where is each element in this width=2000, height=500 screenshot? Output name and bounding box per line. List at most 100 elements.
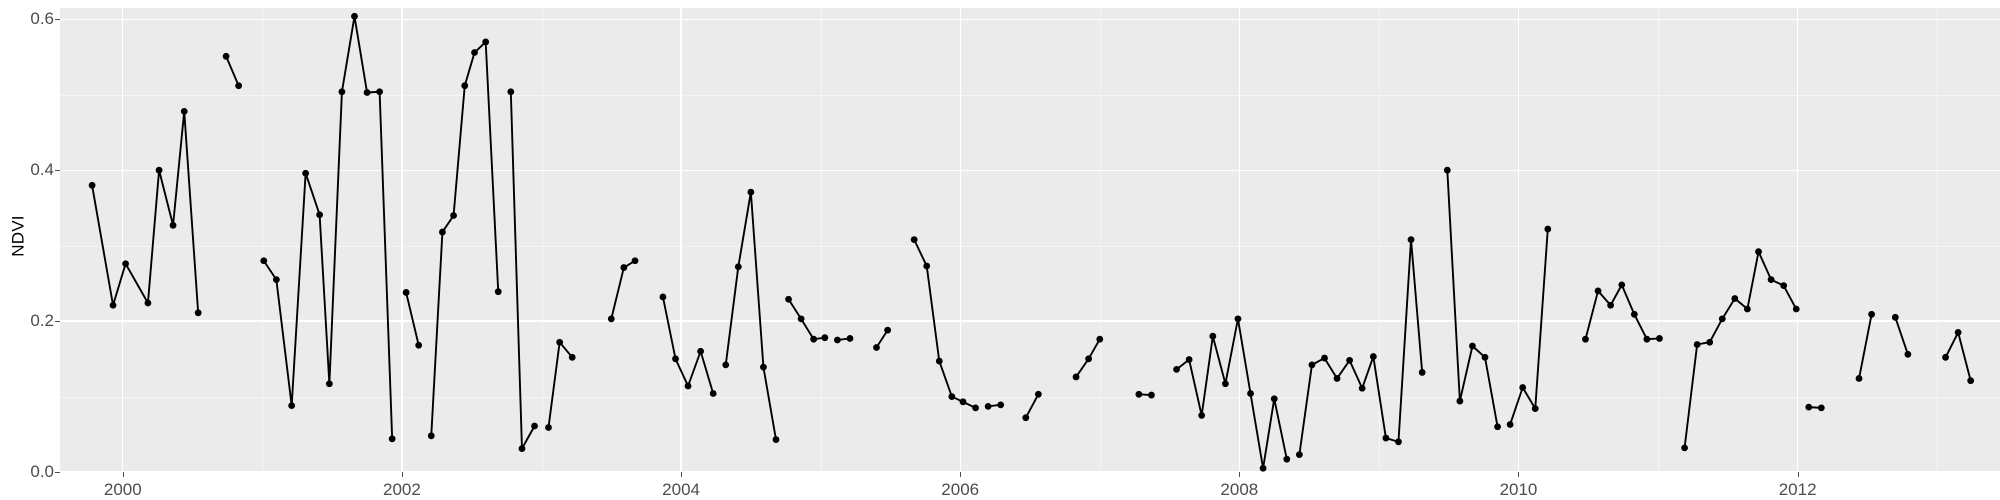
data-point (1185, 356, 1193, 363)
series-line-segment (1446, 169, 1499, 428)
gridline-vertical-minor (1099, 8, 1101, 472)
x-axis-tick-label: 2002 (383, 480, 421, 499)
data-point (556, 338, 564, 346)
data-point (1034, 390, 1042, 398)
gridline-horizontal-major (60, 320, 2000, 322)
data-point (180, 107, 188, 115)
data-point (88, 181, 96, 189)
data-point (461, 82, 469, 90)
gridline-vertical-minor (1658, 8, 1660, 472)
series-line-segment (724, 191, 777, 441)
series-line-segment (913, 238, 977, 409)
data-layer (60, 8, 2000, 472)
data-point (1308, 361, 1316, 369)
data-point (194, 309, 202, 317)
data-point (482, 38, 490, 46)
series-line-segment (661, 296, 715, 395)
data-point (1519, 384, 1527, 391)
data-point (144, 299, 152, 307)
data-point (1594, 287, 1602, 295)
y-axis-tick-label: 0.2 (30, 311, 54, 331)
x-axis-tick-label: 2004 (662, 480, 700, 499)
data-point (948, 393, 956, 400)
data-point (450, 212, 457, 219)
data-point (1891, 313, 1899, 321)
data-point (316, 211, 323, 219)
gridline-vertical-major (122, 8, 124, 472)
data-point (1295, 451, 1303, 459)
data-point (1855, 375, 1863, 382)
gridline-vertical-major (1517, 8, 1520, 472)
data-point (155, 166, 163, 174)
gridline-horizontal-major (60, 18, 2000, 20)
data-point (1817, 404, 1825, 412)
data-point (109, 301, 117, 309)
data-point (697, 347, 705, 355)
data-point (531, 422, 538, 430)
data-point (1395, 438, 1402, 446)
y-axis-tick-mark (55, 321, 60, 323)
gridline-horizontal-minor (60, 94, 2000, 96)
data-point (1681, 444, 1688, 452)
data-point (1718, 315, 1726, 323)
data-point (684, 382, 692, 390)
data-point (709, 390, 717, 397)
x-axis-tick-label: 2012 (1778, 480, 1817, 499)
data-point (1234, 315, 1242, 323)
gridline-vertical-major (1796, 8, 1799, 472)
y-axis-tick-mark (55, 472, 60, 473)
gridline-vertical-minor (1378, 8, 1380, 472)
x-axis-tick-labels: 2000 2002 2004 2006 2008 2010 2012 (0, 472, 2000, 500)
data-point (785, 295, 792, 303)
data-point (351, 12, 358, 20)
gridline-vertical-minor (1937, 8, 1939, 472)
x-axis-tick-mark (401, 472, 403, 477)
data-point (1358, 384, 1366, 392)
data-point (935, 357, 943, 365)
data-point (235, 82, 243, 90)
gridline-vertical-minor (262, 8, 264, 472)
data-point (1469, 342, 1476, 350)
data-point (659, 293, 667, 301)
x-axis-tick-mark (681, 472, 683, 477)
data-point (1868, 310, 1875, 318)
data-point (1706, 338, 1714, 346)
data-point (1222, 380, 1229, 388)
y-axis-tick-mark (55, 170, 60, 172)
data-point (325, 380, 333, 388)
data-point (288, 402, 296, 410)
data-point (494, 288, 502, 296)
data-point (959, 398, 967, 406)
data-point (1805, 403, 1813, 411)
series-line-segment (1944, 331, 1972, 382)
x-axis-tick-mark (1797, 472, 1799, 477)
series-line-segment (262, 15, 394, 440)
gridline-vertical-major (1238, 8, 1241, 472)
data-point (1333, 375, 1341, 382)
data-point (734, 263, 742, 271)
gridline-vertical-minor (820, 8, 822, 472)
data-point (122, 260, 129, 268)
data-point (984, 402, 992, 410)
data-point (1407, 236, 1415, 244)
data-point (972, 404, 979, 412)
data-point (1085, 355, 1093, 363)
data-point (1209, 332, 1217, 340)
series-line-segment (91, 110, 200, 314)
series-line-segment (1858, 313, 1873, 380)
data-point (260, 257, 268, 265)
gridline-vertical-major (401, 8, 403, 472)
y-axis-tick-mark (55, 19, 60, 21)
x-axis-tick-mark (1239, 472, 1241, 477)
data-point (1607, 301, 1614, 309)
data-point (1382, 434, 1390, 442)
x-axis-tick-mark (960, 472, 962, 477)
data-point (1198, 412, 1206, 419)
series-line-segment (787, 298, 826, 341)
data-point (518, 445, 526, 453)
x-axis-tick-mark (122, 472, 124, 477)
data-point (338, 88, 346, 96)
data-point (1792, 305, 1800, 313)
data-point (1369, 353, 1377, 360)
x-axis-tick-mark (1518, 472, 1520, 477)
